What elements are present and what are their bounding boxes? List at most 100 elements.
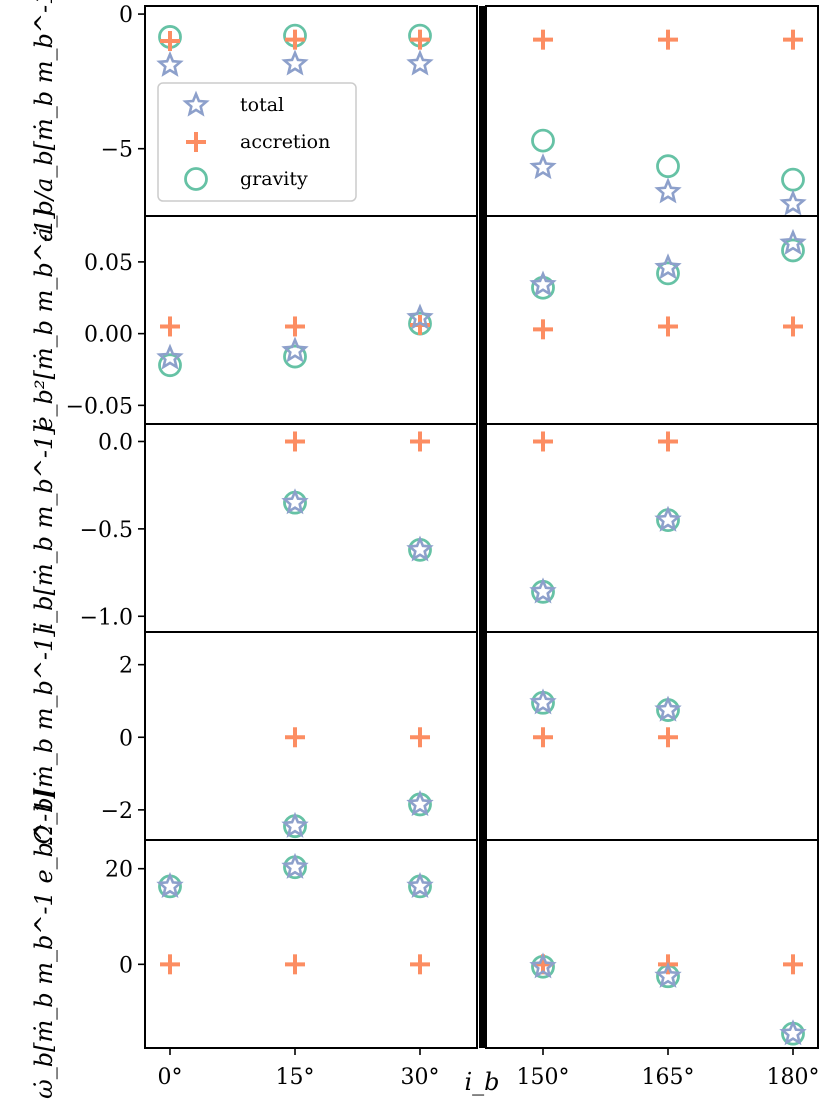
legend: total accretion gravity	[157, 82, 357, 202]
y-tick-label: −2	[101, 799, 133, 824]
point-gravity	[531, 128, 555, 153]
point-total	[529, 952, 557, 979]
point-total	[654, 505, 682, 532]
point-gravity	[283, 344, 307, 369]
y-tick-label: 2	[119, 654, 133, 679]
y-tick-label: 0	[119, 3, 133, 28]
y-tick-label: 0.05	[84, 251, 133, 276]
point-total	[654, 961, 682, 988]
panel-3-left-frame	[144, 423, 478, 633]
point-total	[406, 535, 434, 562]
point-total	[281, 49, 309, 76]
x-tick-label: 15°	[276, 1065, 315, 1090]
x-axis-label: i_b	[464, 1068, 499, 1096]
point-accretion	[285, 954, 305, 975]
point-total	[654, 177, 682, 204]
point-total	[406, 49, 434, 76]
panel-5-ylabel: ω̇_b[ṁ_b m_b^-1 e_b^-1]	[30, 789, 58, 1099]
point-accretion	[658, 431, 678, 452]
point-accretion	[285, 431, 305, 452]
point-accretion	[533, 727, 553, 748]
point-accretion	[285, 727, 305, 748]
x-tick-label: 30°	[401, 1065, 440, 1090]
point-gravity	[656, 154, 680, 179]
point-total	[281, 852, 309, 879]
point-total	[529, 270, 557, 297]
y-tick-label: −5	[101, 138, 133, 163]
panel-4: 2 0 −2 Ω̇_b[ṁ_b m_b^-1]	[30, 627, 819, 846]
point-accretion	[533, 29, 553, 50]
point-total	[529, 577, 557, 604]
x-tick-label: 165°	[642, 1065, 695, 1090]
legend-label-total: total	[240, 94, 284, 116]
legend-marker-gravity	[184, 167, 208, 191]
panel-2-left-frame	[144, 215, 478, 425]
y-tick-label: −0.05	[66, 394, 133, 419]
y-tick-label: 0.00	[84, 323, 133, 348]
point-accretion	[658, 29, 678, 50]
y-tick-label: 0.0	[98, 430, 133, 455]
point-accretion	[533, 431, 553, 452]
y-tick-label: 0	[119, 953, 133, 978]
point-accretion	[783, 29, 803, 50]
point-total	[156, 871, 184, 899]
point-gravity	[781, 167, 805, 192]
point-accretion	[160, 31, 180, 51]
point-total	[529, 688, 557, 715]
panel-1-right-frame	[485, 5, 819, 217]
point-total	[406, 871, 434, 899]
panel-3: 0.0 −0.5 −1.0 i̇_b[ṁ_b m_b^-1]	[30, 423, 819, 633]
y-tick-label: 20	[105, 858, 133, 883]
legend-box	[157, 82, 357, 202]
point-accretion	[533, 319, 553, 340]
panel-5-right-frame	[485, 839, 819, 1049]
panel-3-ylabel: i̇_b[ṁ_b m_b^-1]	[30, 425, 58, 631]
point-total	[529, 153, 557, 180]
point-total	[406, 790, 434, 817]
point-accretion	[783, 316, 803, 337]
point-total	[281, 488, 309, 515]
point-total	[156, 343, 184, 370]
x-tick-label: 150°	[517, 1065, 570, 1090]
x-tick-label: 0°	[158, 1065, 183, 1090]
point-gravity	[158, 353, 182, 378]
y-tick-label: 0	[119, 726, 133, 751]
x-tick-label: 180°	[767, 1065, 820, 1090]
point-gravity	[656, 261, 680, 286]
point-total	[779, 189, 807, 216]
point-accretion	[160, 954, 180, 975]
point-accretion	[410, 727, 430, 748]
point-accretion	[658, 316, 678, 337]
point-accretion	[160, 316, 180, 337]
y-tick-label: −1.0	[80, 605, 133, 630]
panel-5-left-frame	[144, 839, 478, 1049]
point-total	[156, 50, 184, 77]
point-accretion	[658, 727, 678, 748]
point-accretion	[410, 954, 430, 975]
point-total	[779, 1019, 807, 1046]
panel-2-right-frame	[485, 215, 819, 425]
point-total	[281, 336, 309, 363]
legend-marker-accretion	[186, 132, 206, 152]
legend-marker-total	[182, 90, 210, 117]
point-accretion	[783, 954, 803, 975]
y-tick-label: −0.5	[80, 518, 133, 543]
point-total	[779, 228, 807, 255]
point-accretion	[285, 316, 305, 337]
point-accretion	[285, 29, 305, 50]
point-total	[654, 253, 682, 280]
point-accretion	[410, 29, 430, 50]
panel-2: 0.05 0.00 −0.05 ė_b²[ṁ_b m_b^-1]	[30, 209, 819, 431]
point-total	[406, 303, 434, 330]
legend-label-accretion: accretion	[240, 131, 330, 153]
legend-label-gravity: gravity	[240, 168, 308, 190]
panel-1: 0 −5 ȧ_b/a_b[ṁ_b m_b^-1]	[30, 0, 819, 242]
panel-4-ylabel: Ω̇_b[ṁ_b m_b^-1]	[30, 627, 58, 846]
point-accretion	[410, 431, 430, 452]
point-total	[281, 811, 309, 838]
panel-2-ylabel: ė_b²[ṁ_b m_b^-1]	[30, 209, 58, 431]
panel-1-ylabel: ȧ_b/a_b[ṁ_b m_b^-1]	[30, 0, 58, 242]
point-total	[654, 695, 682, 722]
point-gravity	[781, 238, 805, 263]
